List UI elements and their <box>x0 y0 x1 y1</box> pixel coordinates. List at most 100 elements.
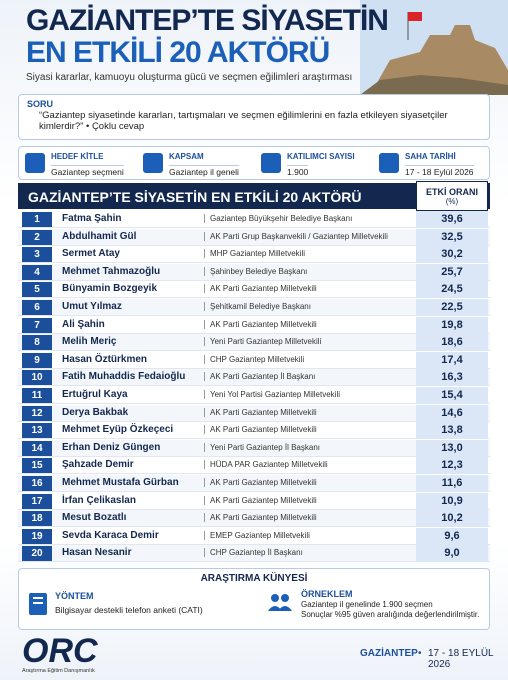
rank: 3 <box>22 247 52 263</box>
logo-subtitle: Araştırma Eğitim Danışmanlık <box>22 668 95 674</box>
position: AK Parti Gaziantep Milletvekili <box>204 495 317 505</box>
name: Sermet Atay <box>62 248 120 260</box>
influence-rate: 12,3 <box>416 457 488 475</box>
position: CHP Gaziantep Milletvekili <box>204 354 304 364</box>
table-row: 10 Fatih Muhaddis Fedaioğlu AK Parti Gazia… <box>18 369 490 387</box>
influence-rate: 11,6 <box>416 475 488 492</box>
question-box: SORU “Gaziantep siyasetinde kararları, t… <box>18 94 490 140</box>
table-row: 9 Hasan Öztürkmen CHP Gaziantep Milletveki… <box>18 351 490 369</box>
position: CHP Gaziantep İl Başkanı <box>204 548 303 558</box>
table-header: GAZİANTEP’TE SİYASETİN EN ETKİLİ 20 AKTÖ… <box>18 181 490 211</box>
rank: 2 <box>22 229 52 245</box>
table-title: GAZİANTEP’TE SİYASETİN EN ETKİLİ 20 AKTÖ… <box>28 189 362 205</box>
influence-rate: 18,6 <box>416 334 488 352</box>
name: Erhan Deniz Güngen <box>62 441 161 453</box>
footer-bullet: • <box>418 648 422 659</box>
footer-date: 17 - 18 EYLÜL 2026 <box>428 648 494 670</box>
name: Fatih Muhaddis Fedaioğlu <box>62 371 186 383</box>
info-icon <box>25 153 45 173</box>
table-row: 19 Sevda Karaca Demir EMEP Gaziantep Mille… <box>18 527 490 545</box>
table-row: 8 Melih Meriç Yeni Parti Gaziantep Milletv… <box>18 334 490 352</box>
rank: 12 <box>22 405 52 421</box>
rank: 13 <box>22 423 52 439</box>
position: Şehitkamil Belediye Başkanı <box>204 302 311 311</box>
table-row: 7 Ali Şahin AK Parti Gaziantep Milletvekil… <box>18 316 490 334</box>
rank: 10 <box>22 370 52 386</box>
influence-rate: 13,0 <box>416 439 488 457</box>
table-row: 18 Mesut Bozatlı AK Parti Gaziantep Millet… <box>18 510 490 528</box>
sample-icon <box>268 594 292 611</box>
table-row: 13 Mehmet Eyüp Özkeçeci AK Parti Gaziantep… <box>18 422 490 440</box>
rank: 5 <box>22 282 52 298</box>
table-row: 16 Mehmet Mustafa Gürban AK Parti Gaziante… <box>18 475 490 492</box>
sample-text: Gaziantep il genelinde 1.900 seçmen <box>301 600 433 609</box>
subtitle: Siyasi kararlar, kamuoyu oluşturma gücü … <box>26 72 353 83</box>
table-row: 14 Erhan Deniz Güngen Yeni Parti Gaziantep… <box>18 439 490 457</box>
value-unit: (%) <box>445 197 459 206</box>
name: Bünyamin Bozgeyik <box>62 283 158 295</box>
rank: 18 <box>22 511 52 527</box>
sample-label: ÖRNEKLEM <box>301 589 353 599</box>
info-label: KATILIMCI SAYISI <box>287 152 355 161</box>
rank: 1 <box>22 212 52 227</box>
influence-rate: 16,3 <box>416 369 488 387</box>
value-header-text: ETKİ ORANI <box>425 187 478 197</box>
influence-rate: 9,0 <box>416 545 488 563</box>
methodology-box: ARAŞTIRMA KÜNYESİ YÖNTEM Bilgisayar dest… <box>18 568 490 630</box>
name: Mehmet Mustafa Gürban <box>62 477 179 488</box>
footer-city: GAZİANTEP <box>360 648 418 659</box>
position: HÜDA PAR Gaziantep Milletvekili <box>204 460 328 470</box>
rank: 20 <box>22 546 52 562</box>
position: EMEP Gaziantep Milletvekili <box>204 530 310 540</box>
position: Yeni Yol Partisi Gaziantep Milletvekili <box>204 390 340 399</box>
name: Mehmet Eyüp Özkeçeci <box>62 424 174 436</box>
name: Umut Yılmaz <box>62 301 122 312</box>
table-row: 1 Fatma Şahin Gaziantep Büyükşehir Belediy… <box>18 211 490 228</box>
info-label: SAHA TARİHİ <box>405 152 456 161</box>
info-icon <box>261 153 281 173</box>
table-row: 6 Umut Yılmaz Şehitkamil Belediye Başkanı 2… <box>18 299 490 316</box>
influence-rate: 39,6 <box>416 211 488 228</box>
name: Mehmet Tahmazoğlu <box>62 265 161 277</box>
value-header: ETKİ ORANI (%) <box>416 181 488 211</box>
info-icon <box>143 153 163 173</box>
table-row: 4 Mehmet Tahmazoğlu Şahinbey Belediye Başk… <box>18 263 490 281</box>
info-value: 17 - 18 Eylül 2026 <box>405 165 474 177</box>
rank: 9 <box>22 352 52 368</box>
position: AK Parti Gaziantep Milletvekili <box>204 284 317 294</box>
position: Yeni Parti Gaziantep İl Başkanı <box>204 442 320 452</box>
name: Ali Şahin <box>62 318 105 330</box>
position: Şahinbey Belediye Başkanı <box>204 266 307 276</box>
title: GAZİANTEP’TE SİYASETİN <box>26 4 389 37</box>
info-value: Gaziantep il geneli <box>169 165 239 177</box>
question-text: “Gaziantep siyasetinde kararları, tartış… <box>39 110 448 132</box>
name: Abdulhamit Gül <box>62 230 137 242</box>
position: AK Parti Gaziantep Milletvekili <box>204 425 317 435</box>
influence-rate: 14,6 <box>416 404 488 422</box>
info-icon <box>379 153 399 173</box>
influence-rate: 25,7 <box>416 263 488 281</box>
methodology-title: ARAŞTIRMA KÜNYESİ <box>200 573 308 584</box>
position: AK Parti Gaziantep İl Başkanı <box>204 372 315 382</box>
name: Sevda Karaca Demir <box>62 529 159 541</box>
influence-rate: 22,5 <box>416 299 488 316</box>
castle-illustration <box>360 0 508 95</box>
position: Gaziantep Büyükşehir Belediye Başkanı <box>204 214 352 223</box>
question-label: SORU <box>27 99 54 109</box>
position: Yeni Parti Gaziantep Milletvekili <box>204 337 321 347</box>
rank: 6 <box>22 300 52 315</box>
method-icon <box>29 593 47 615</box>
influence-rate: 15,4 <box>416 387 488 404</box>
rank: 14 <box>22 440 52 456</box>
table-row: 5 Bünyamin Bozgeyik AK Parti Gaziantep Mil… <box>18 281 490 299</box>
influence-rate: 30,2 <box>416 246 488 264</box>
table-row: 3 Sermet Atay MHP Gaziantep Milletvekili 30… <box>18 246 490 264</box>
name: Mesut Bozatlı <box>62 512 127 524</box>
table-row: 20 Hasan Nesanir CHP Gaziantep İl Başkanı 9… <box>18 545 490 563</box>
influence-rate: 17,4 <box>416 351 488 369</box>
rank: 16 <box>22 476 52 491</box>
influence-rate: 10,9 <box>416 492 488 510</box>
name: Hasan Öztürkmen <box>62 353 148 365</box>
rank: 7 <box>22 317 52 333</box>
